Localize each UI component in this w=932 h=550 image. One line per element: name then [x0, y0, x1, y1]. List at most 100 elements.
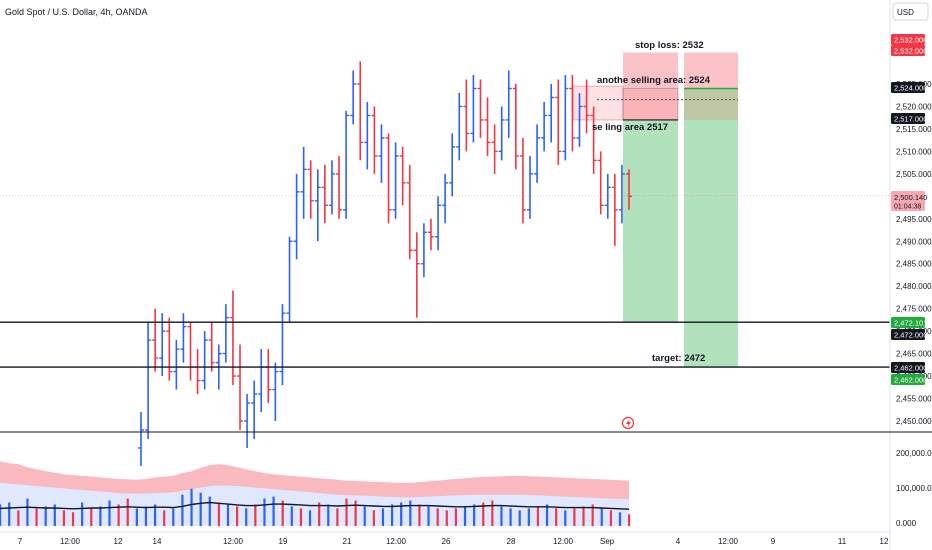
price-bar[interactable] [251, 380, 258, 439]
price-badge[interactable]: 2,524.000 [891, 82, 927, 93]
price-bar[interactable] [583, 79, 590, 134]
horizontal-levels[interactable] [0, 321, 890, 368]
price-bar[interactable] [456, 92, 463, 161]
price-bar[interactable] [293, 173, 300, 260]
price-bar[interactable] [498, 106, 505, 161]
target-zone-left[interactable] [623, 119, 678, 323]
current-price-badge[interactable]: 2,500.140 01:04:38 [891, 191, 927, 211]
price-bar[interactable] [279, 304, 286, 386]
price-bar[interactable] [420, 223, 427, 278]
price-bar[interactable] [427, 218, 434, 251]
selling-area-label[interactable]: se ling area 2517 [592, 122, 668, 133]
price-bar[interactable] [307, 160, 314, 219]
price-bar[interactable] [548, 84, 555, 143]
price-bar[interactable] [526, 155, 533, 219]
price-bar[interactable] [555, 79, 562, 165]
price-bar[interactable] [343, 110, 350, 219]
time-tick-label: 12:00 [553, 537, 574, 546]
price-bar[interactable] [378, 124, 385, 183]
price-badge[interactable]: 2,532.000 [891, 34, 927, 45]
price-badge[interactable]: 2,462.000 [891, 362, 927, 373]
price-bar[interactable] [152, 308, 159, 372]
price-bar[interactable] [173, 340, 180, 390]
price-bar[interactable] [222, 304, 229, 363]
price-bar[interactable] [399, 146, 406, 206]
price-bar[interactable] [244, 394, 251, 448]
price-bar[interactable] [314, 169, 321, 242]
price-bar[interactable] [406, 164, 413, 260]
price-bar[interactable] [463, 79, 470, 152]
price-badge[interactable]: 2,517.000 [891, 113, 927, 124]
price-bar[interactable] [477, 79, 484, 138]
price-bar[interactable] [371, 106, 378, 174]
price-axis[interactable]: 2,450.0002,455.0002,460.0002,465.0002,47… [889, 0, 932, 550]
price-bar[interactable] [470, 75, 477, 143]
price-bar[interactable] [569, 75, 576, 152]
price-bar[interactable] [491, 124, 498, 174]
price-bar[interactable] [201, 331, 208, 390]
price-bar[interactable] [611, 173, 618, 246]
price-bar[interactable] [350, 70, 357, 125]
price-bars [138, 61, 632, 466]
volume-bar [26, 498, 29, 526]
lightning-icon[interactable] [621, 416, 635, 430]
price-bar[interactable] [519, 137, 526, 224]
price-bar[interactable] [385, 133, 392, 224]
price-bar[interactable] [590, 106, 597, 174]
price-bar[interactable] [449, 133, 456, 197]
another-selling-area-label[interactable]: anothe selling area: 2524 [597, 75, 711, 86]
price-bar[interactable] [512, 84, 519, 170]
price-bar[interactable] [364, 101, 371, 170]
price-bar[interactable] [208, 322, 215, 372]
volume-pane[interactable] [0, 432, 890, 532]
volume-bar [564, 510, 567, 526]
price-bar[interactable] [229, 290, 236, 386]
price-bar[interactable] [435, 196, 442, 251]
price-bar[interactable] [357, 61, 364, 161]
price-bar[interactable] [626, 169, 632, 210]
price-bar[interactable] [562, 75, 569, 161]
price-bar[interactable] [300, 146, 307, 219]
stop-zone-right[interactable] [684, 52, 738, 89]
target-label[interactable]: target: 2472 [652, 353, 705, 364]
price-badge[interactable]: 2,472.101 [891, 317, 927, 328]
price-bar[interactable] [237, 344, 244, 430]
price-badge[interactable]: 2,472.000 [891, 329, 927, 340]
selling-area-box[interactable] [572, 85, 624, 121]
price-badge[interactable]: 2,462.000 [891, 374, 927, 385]
price-bar[interactable] [272, 362, 279, 421]
price-bar[interactable] [484, 97, 491, 156]
time-axis[interactable]: 7 12:00 12 14 12:00 19 21 12:00 26 28 12:00 Sep 4 12:… [18, 537, 889, 546]
price-bar[interactable] [534, 124, 541, 183]
position-zones[interactable] [0, 52, 890, 368]
price-bar[interactable] [180, 313, 187, 363]
price-bar[interactable] [604, 173, 611, 219]
price-bar[interactable] [392, 142, 399, 219]
price-bar[interactable] [505, 70, 512, 138]
price-bar[interactable] [286, 236, 293, 323]
price-bar[interactable] [328, 160, 335, 215]
price-bar[interactable] [145, 322, 152, 439]
price-bar[interactable] [321, 164, 328, 224]
volume-bar [226, 504, 230, 526]
price-bar[interactable] [138, 412, 144, 466]
price-bar[interactable] [413, 232, 420, 318]
sell-zone-left[interactable] [623, 88, 678, 120]
price-bar[interactable] [442, 173, 449, 224]
price-bar[interactable] [576, 92, 583, 147]
price-bar[interactable] [166, 317, 173, 381]
price-bar[interactable] [597, 151, 604, 215]
price-badge[interactable]: 2,532.000 [891, 45, 927, 56]
stop-loss-label[interactable]: stop loss: 2532 [635, 40, 704, 51]
price-bar[interactable] [541, 101, 548, 152]
price-bar[interactable] [336, 155, 343, 219]
price-bar[interactable] [159, 313, 166, 377]
target-zone-right[interactable] [684, 119, 738, 368]
volume-indicator [0, 461, 631, 526]
price-bar[interactable] [618, 164, 625, 224]
sell-zone-right[interactable] [684, 88, 738, 120]
currency-button[interactable]: USD [892, 2, 929, 21]
stop-zone-left[interactable] [623, 52, 678, 89]
volume-bar [591, 504, 594, 526]
